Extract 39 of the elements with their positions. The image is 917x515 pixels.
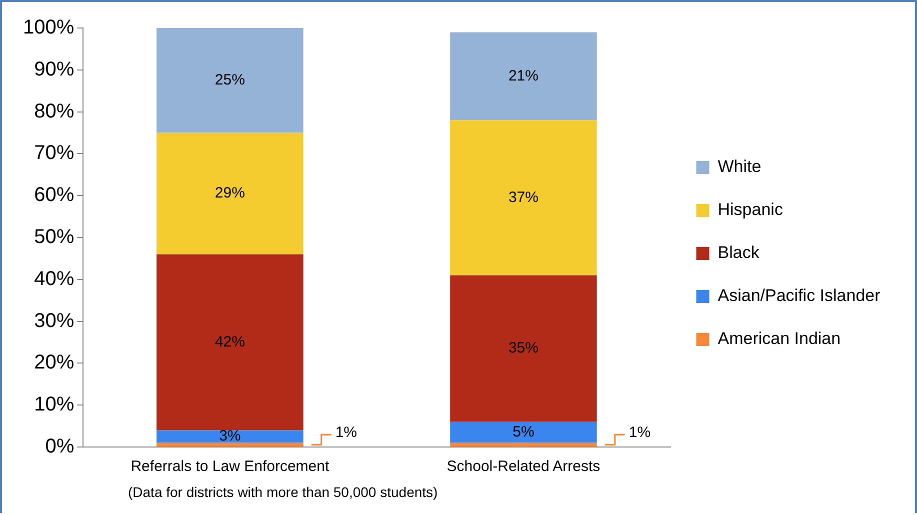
legend-label: Asian/Pacific Islander <box>718 286 881 306</box>
bar <box>156 254 304 430</box>
x-tick-label: Referrals to Law Enforcement <box>130 458 330 476</box>
legend-label: American Indian <box>718 329 841 348</box>
data-label: 1% <box>628 424 651 441</box>
y-tick-label: 0% <box>45 436 74 458</box>
bar <box>450 422 597 443</box>
data-label: 42% <box>214 333 245 350</box>
legend-label: Black <box>718 243 760 262</box>
bar <box>450 120 597 276</box>
bar <box>450 275 597 422</box>
data-label: 3% <box>219 428 241 445</box>
data-label: 21% <box>508 67 538 84</box>
data-label: 5% <box>512 423 534 440</box>
y-tick-label: 30% <box>34 310 74 332</box>
data-label: 1% <box>335 424 357 441</box>
y-tick-label: 90% <box>34 58 74 80</box>
y-tick-label: 60% <box>34 184 74 206</box>
y-tick-label: 20% <box>34 352 74 374</box>
y-tick-label: 70% <box>34 142 74 164</box>
x-tick-label: School-Related Arrests <box>446 458 600 476</box>
legend-label: White <box>718 157 762 176</box>
bar <box>450 442 597 446</box>
bar <box>156 132 304 254</box>
bar <box>156 28 304 133</box>
y-tick-label: 10% <box>34 394 74 416</box>
text: (Data for districts with more than 50,000 students) <box>128 484 438 500</box>
data-label: 37% <box>508 188 538 206</box>
y-tick-label: 80% <box>34 100 74 122</box>
bar <box>156 430 304 443</box>
data-label: 25% <box>214 72 245 89</box>
data-label: 29% <box>214 184 245 202</box>
y-tick-label: 50% <box>34 226 74 248</box>
bar <box>156 442 304 446</box>
y-tick-label: 40% <box>34 268 74 290</box>
bar <box>450 32 597 120</box>
data-label: 35% <box>508 340 538 357</box>
legend-label: Hispanic <box>718 200 784 220</box>
y-tick-label: 100% <box>22 16 74 39</box>
